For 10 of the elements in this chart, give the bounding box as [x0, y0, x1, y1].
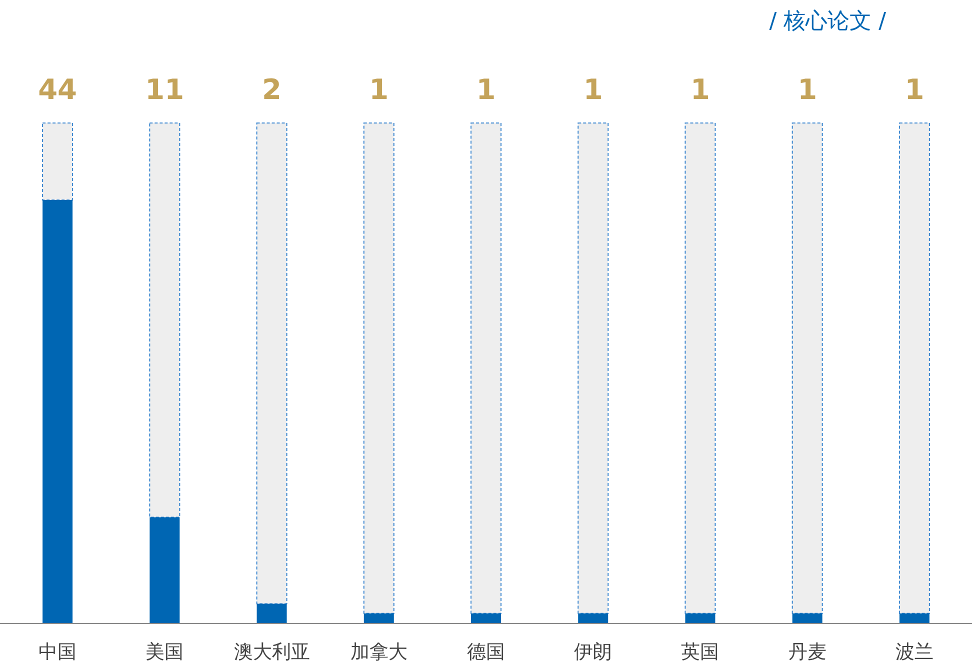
xtick: 澳大利亚: [234, 641, 310, 663]
xtick: 丹麦: [788, 641, 826, 663]
xtick: 波兰: [895, 641, 934, 663]
xtick: 加拿大: [350, 641, 408, 663]
xtick: 德国: [467, 641, 505, 663]
xtick: 中国: [38, 641, 77, 663]
xtick: 美国: [146, 641, 184, 663]
xtick: 英国: [681, 641, 720, 663]
xtick: 伊朗: [574, 641, 612, 663]
title: / 核心论文 /: [769, 9, 886, 34]
